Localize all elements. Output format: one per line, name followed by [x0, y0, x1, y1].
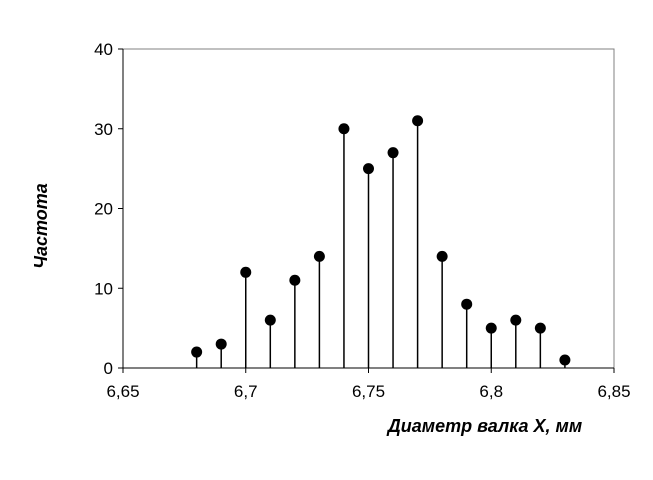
data-point	[264, 314, 276, 326]
data-point	[559, 354, 571, 366]
data-point	[240, 266, 252, 278]
x-axis-title: Диаметр валка X, мм	[386, 416, 582, 436]
points-group	[191, 115, 571, 366]
data-point	[363, 163, 374, 175]
x-tick-label: 6,85	[597, 382, 630, 401]
y-tick-label: 10	[94, 279, 113, 298]
data-point	[436, 250, 448, 262]
y-tick-label: 30	[94, 120, 113, 139]
data-point	[461, 298, 473, 310]
y-axis-title: Частота	[31, 183, 51, 269]
data-point	[191, 346, 203, 358]
x-axis-ticks: 6,65 6,7 6,75 6,8 6,85	[106, 368, 631, 401]
data-point	[313, 250, 325, 262]
data-point	[412, 115, 424, 127]
y-tick-label: 0	[104, 359, 113, 378]
y-axis-ticks: 0 10 20 30 40	[94, 40, 123, 378]
data-point	[215, 338, 227, 350]
stems-group	[195, 120, 566, 368]
data-point	[534, 322, 546, 334]
x-tick-label: 6,7	[234, 382, 258, 401]
x-tick-label: 6,65	[106, 382, 139, 401]
x-tick-label: 6,8	[479, 382, 503, 401]
data-point	[485, 322, 497, 334]
data-point	[338, 123, 350, 135]
x-tick-label: 6,75	[352, 382, 385, 401]
y-tick-label: 20	[94, 200, 113, 219]
data-point	[387, 147, 399, 159]
data-point	[289, 274, 301, 286]
y-tick-label: 40	[94, 40, 113, 59]
data-point	[510, 314, 522, 326]
